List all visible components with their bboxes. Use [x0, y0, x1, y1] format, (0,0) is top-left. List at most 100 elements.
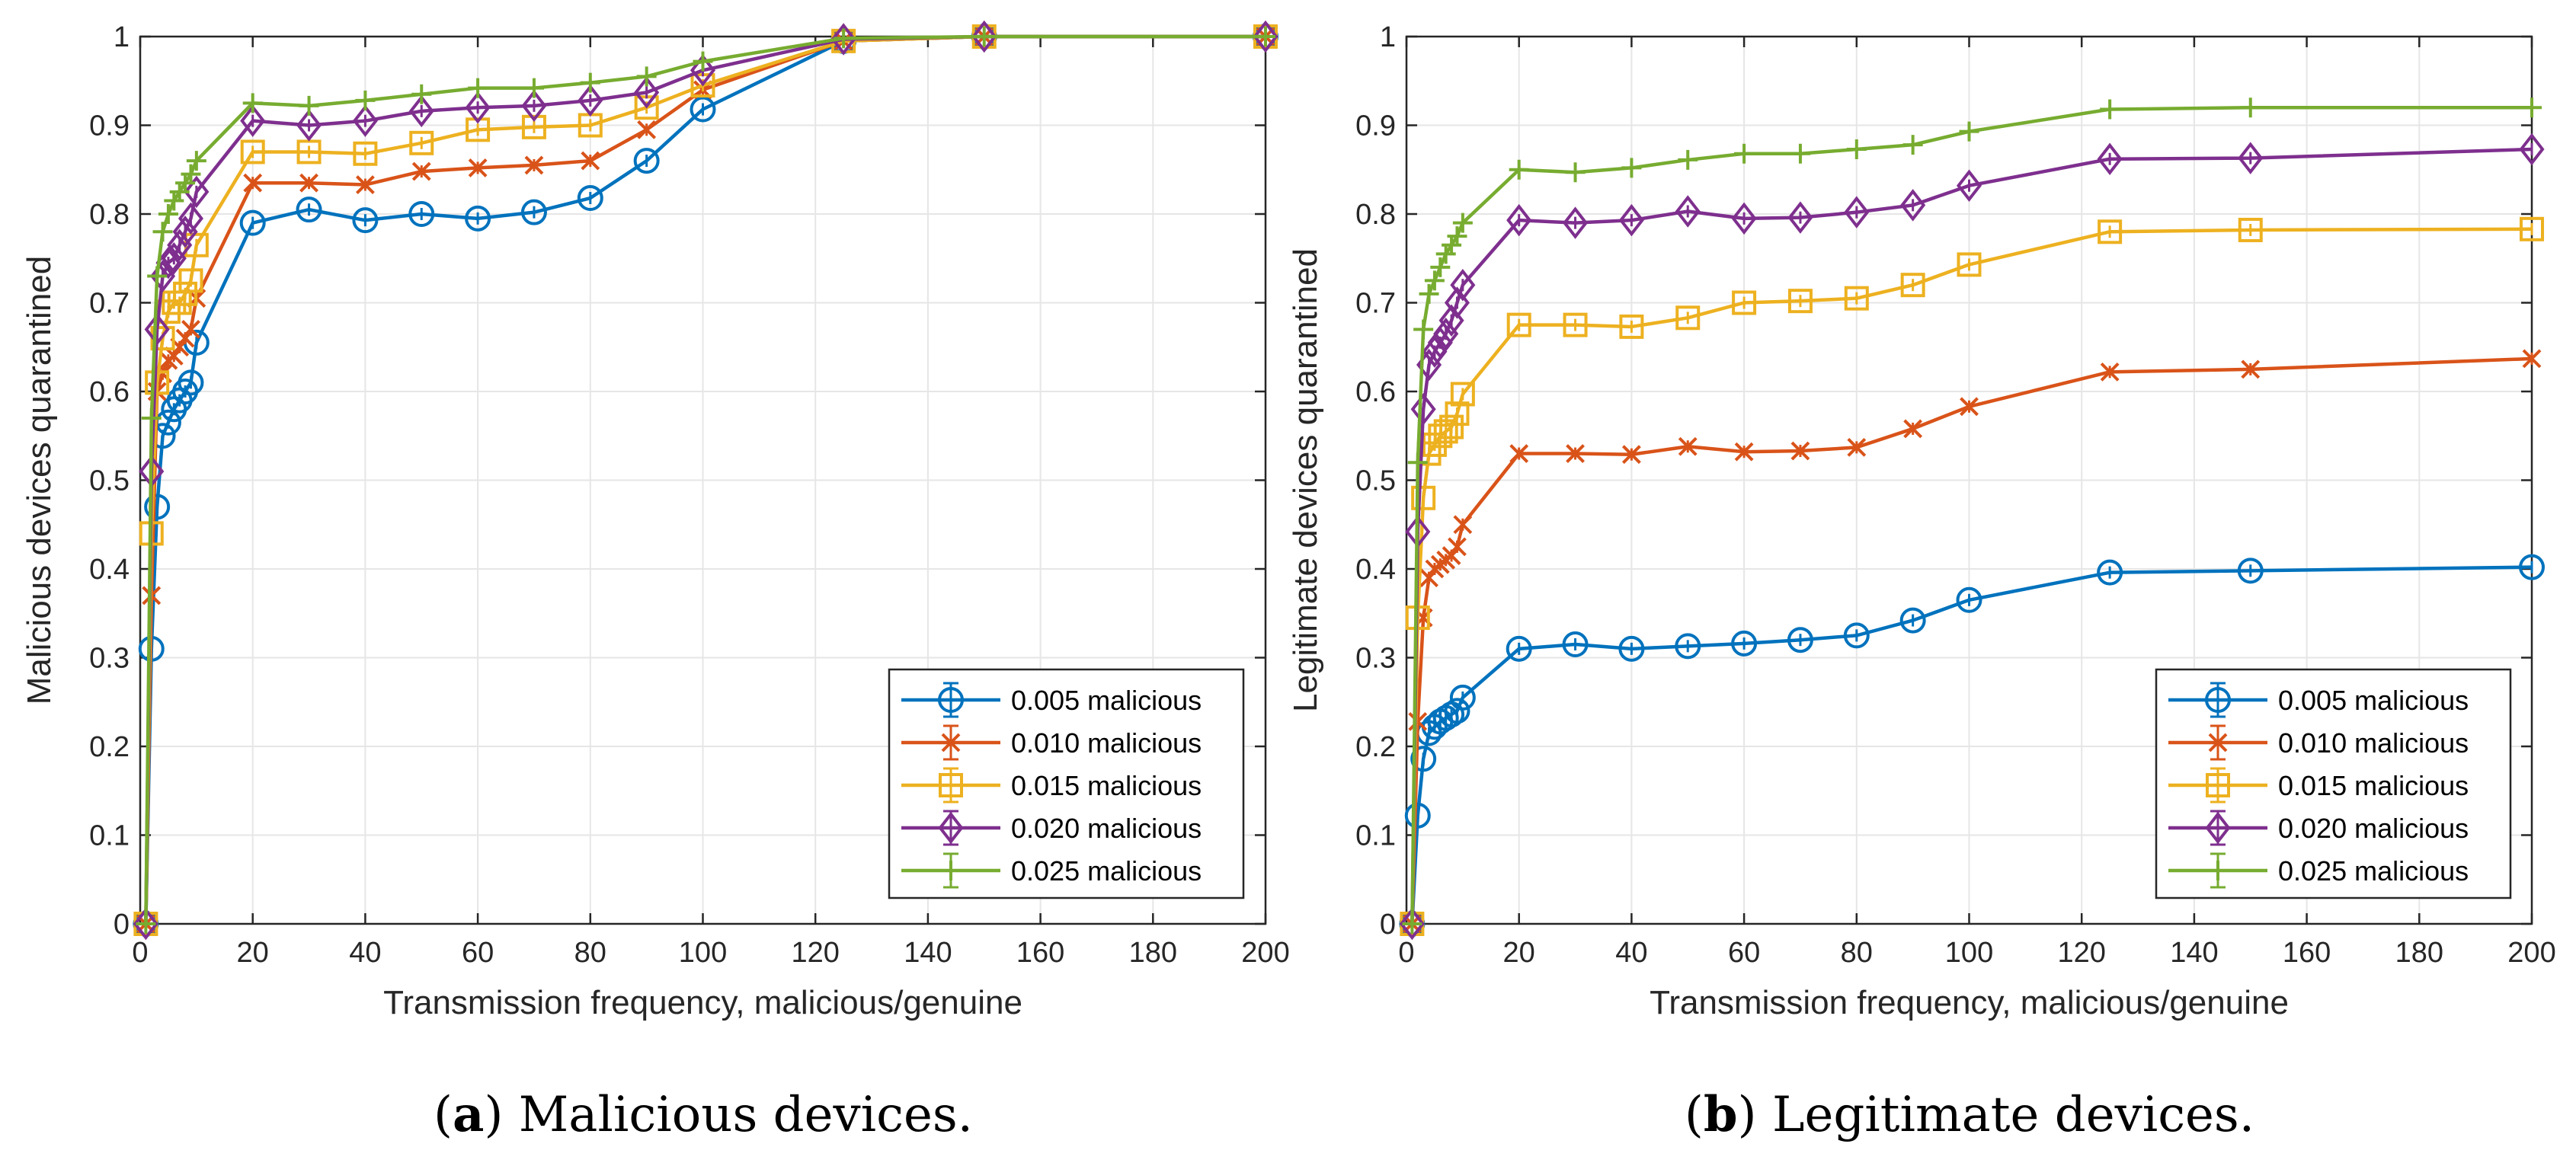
y-tick-label: 0.4 — [89, 554, 130, 586]
y-axis-label: Legitimate devices quarantined — [1287, 248, 1324, 712]
data-point — [1621, 158, 1642, 178]
data-point — [1678, 149, 1698, 170]
data-point — [523, 78, 544, 98]
data-point — [1790, 143, 1810, 164]
data-point — [633, 148, 660, 174]
legend-marker — [941, 733, 961, 752]
data-point — [468, 158, 488, 177]
legend-marker — [2206, 773, 2230, 797]
data-point — [172, 216, 198, 248]
data-point — [465, 91, 491, 124]
legend-entry: 0.025 malicious — [2168, 852, 2469, 889]
data-point — [355, 175, 375, 194]
data-point — [468, 78, 488, 98]
data-point — [1843, 622, 1870, 649]
data-point — [2522, 97, 2542, 118]
x-tick-label: 60 — [462, 937, 494, 969]
data-point — [141, 407, 162, 428]
data-point — [409, 130, 434, 155]
y-tick-label: 0 — [114, 909, 130, 941]
data-point — [1900, 189, 1926, 222]
y-tick-label: 0.9 — [89, 110, 130, 142]
y-tick-label: 0.9 — [1355, 110, 1396, 142]
data-point — [242, 93, 263, 113]
y-tick-label: 0.5 — [1355, 465, 1396, 497]
data-point — [1731, 630, 1758, 657]
y-tick-label: 0.3 — [89, 643, 130, 675]
data-point — [1410, 393, 1436, 426]
legend-label: 0.025 malicious — [1011, 855, 1202, 887]
x-tick-label: 0 — [132, 937, 148, 969]
series-line — [1410, 227, 2533, 925]
legend: 0.005 malicious 0.010 malicious 0.015 mali… — [888, 668, 1245, 899]
legend-label: 0.005 malicious — [2278, 685, 2469, 716]
data-point — [1509, 159, 1529, 180]
data-point — [1450, 382, 1475, 407]
data-point — [296, 109, 322, 142]
data-point — [1448, 537, 1467, 557]
data-point — [1732, 290, 1757, 315]
data-point — [408, 94, 434, 128]
data-point — [411, 161, 431, 181]
data-point — [1447, 226, 1467, 247]
data-point — [2522, 349, 2542, 369]
data-point — [693, 51, 713, 72]
data-point — [152, 222, 173, 242]
data-point — [352, 207, 379, 234]
legend-entry: 0.020 malicious — [2168, 810, 2469, 846]
data-point — [181, 164, 201, 184]
data-point — [2519, 554, 2545, 580]
data-point — [2098, 219, 2123, 244]
data-point — [1253, 20, 1278, 53]
caption-paren-open: ( — [1685, 1087, 1704, 1143]
series-plus — [1402, 97, 2542, 934]
data-point — [2241, 359, 2261, 379]
legend-marker — [941, 861, 961, 880]
data-point — [1675, 305, 1701, 331]
legend-label: 0.010 malicious — [1011, 727, 1202, 759]
data-point — [158, 204, 178, 224]
x-tick-label: 80 — [1841, 937, 1873, 969]
data-point — [184, 175, 210, 209]
legend-entry: 0.025 malicious — [901, 852, 1202, 889]
data-point — [1846, 139, 1867, 159]
legend-entry: 0.010 malicious — [901, 724, 1202, 761]
data-point — [408, 201, 435, 227]
series-plus — [136, 27, 1275, 934]
y-tick-label: 0.8 — [89, 199, 130, 231]
data-point — [243, 173, 263, 193]
series-x — [1402, 349, 2542, 934]
data-point — [634, 76, 660, 109]
data-point — [1847, 437, 1867, 457]
data-point — [1404, 802, 1431, 829]
x-tick-label: 180 — [2395, 937, 2443, 969]
data-point — [2519, 133, 2545, 166]
legend-label: 0.015 malicious — [2278, 770, 2469, 801]
data-point — [577, 185, 603, 212]
x-tick-label: 120 — [791, 937, 839, 969]
legend-entry: 0.005 malicious — [2168, 682, 2469, 718]
data-point — [1960, 397, 1979, 417]
data-point — [411, 84, 432, 104]
data-point — [1452, 212, 1473, 233]
y-tick-label: 0.1 — [89, 820, 130, 852]
data-point — [299, 95, 319, 116]
data-point — [2238, 217, 2263, 242]
x-tick-label: 140 — [2170, 937, 2218, 969]
data-point — [355, 90, 376, 110]
data-point — [1844, 286, 1869, 311]
legend-marker — [2208, 861, 2228, 880]
data-point — [1618, 635, 1645, 662]
data-point — [178, 202, 203, 235]
caption-paren-open: ( — [434, 1087, 453, 1143]
caption-text: Malicious devices. — [503, 1087, 973, 1143]
data-point — [1678, 436, 1698, 456]
data-point — [1422, 335, 1448, 368]
data-point — [1621, 445, 1641, 465]
data-point — [296, 196, 322, 223]
data-point — [353, 141, 378, 166]
data-point — [1419, 283, 1439, 304]
x-tick-label: 0 — [1398, 937, 1414, 969]
data-point — [1957, 252, 1982, 277]
data-point — [2238, 142, 2264, 174]
